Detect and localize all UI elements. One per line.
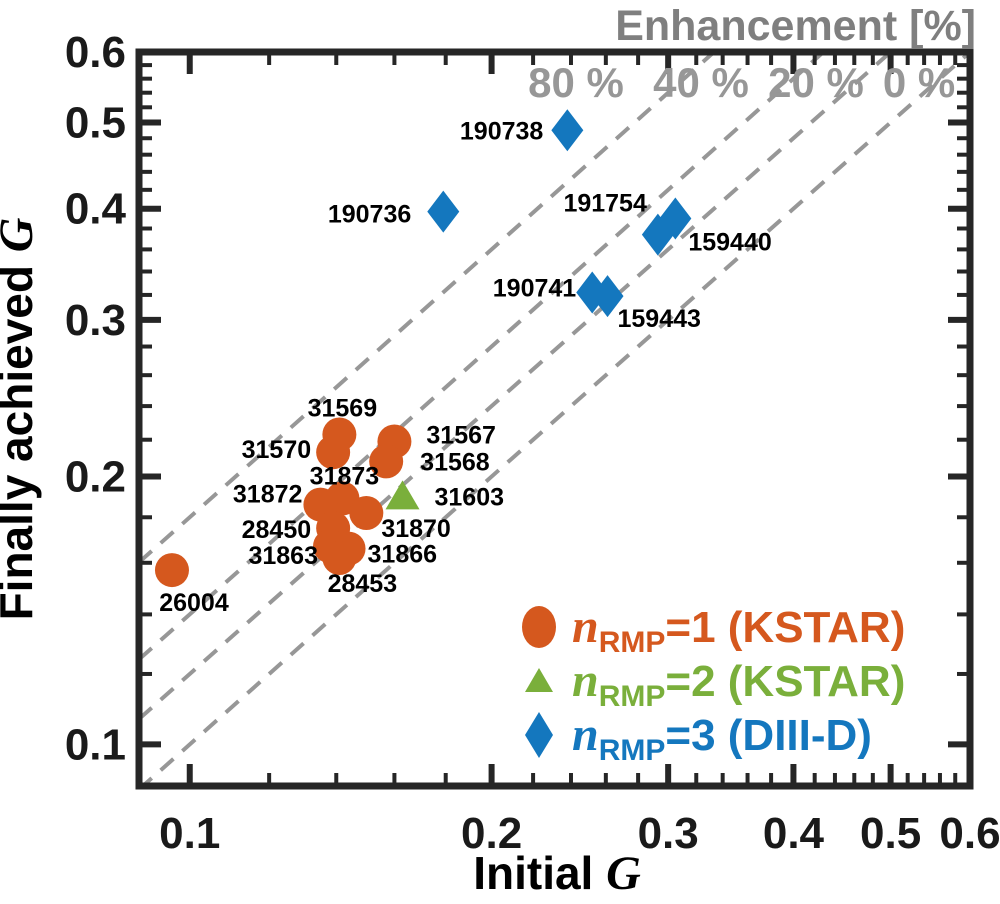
shot-label-31873: 31873 — [310, 462, 380, 490]
x-axis-title: Initial G — [473, 847, 641, 900]
x-tick-label-0.5: 0.5 — [860, 809, 921, 858]
data-point-26004 — [154, 553, 189, 588]
shot-label-190738: 190738 — [460, 117, 544, 145]
y-tick-label-0.1: 0.1 — [65, 720, 126, 769]
shot-label-31567: 31567 — [426, 421, 496, 449]
plot-border — [135, 48, 974, 790]
x-tick-label-0.2: 0.2 — [461, 809, 522, 858]
shot-label-28450: 28450 — [242, 516, 312, 544]
legend-marker-circle — [522, 606, 556, 648]
shot-label-190736: 190736 — [328, 201, 411, 229]
legend-marker-triangle — [525, 668, 553, 692]
shot-label-31570: 31570 — [242, 436, 312, 464]
shot-label-31863: 31863 — [248, 542, 318, 570]
data-point-31570 — [316, 435, 351, 470]
enhancement-line-40 — [139, 52, 827, 661]
enhancement-label-0: 0 % — [883, 59, 955, 106]
legend-label-nrmp2: nRMP=2 (KSTAR) — [572, 654, 905, 713]
data-point-190738 — [551, 109, 584, 152]
tick-labels: 0.1 0.2 0.3 0.4 0.5 0.6 0.1 0.2 0.3 0.4 0.5 0.6 — [65, 28, 1000, 858]
shot-label-191754: 191754 — [563, 190, 647, 218]
shot-label-159440: 159440 — [688, 228, 771, 256]
y-tick-label-0.2: 0.2 — [65, 453, 126, 502]
shot-label-31603: 31603 — [435, 483, 505, 511]
data-point-159440 — [659, 197, 692, 240]
legend-label-nrmp1: nRMP=1 (KSTAR) — [572, 600, 905, 659]
legend-label-nrmp3: nRMP=3 (DIII-D) — [572, 708, 872, 767]
shot-label-190741: 190741 — [493, 275, 577, 303]
x-tick-label-0.3: 0.3 — [638, 809, 699, 858]
shot-label-26004: 26004 — [159, 589, 229, 617]
shot-label-31568: 31568 — [420, 448, 490, 476]
enhancement-lines — [139, 52, 970, 786]
data-point-31603 — [385, 480, 420, 510]
shot-label-159443: 159443 — [618, 305, 701, 333]
y-tick-label-0.6: 0.6 — [65, 28, 126, 77]
enhancement-line-20 — [139, 52, 894, 721]
x-tick-label-0.1: 0.1 — [159, 809, 220, 858]
enhancement-label-80: 80 % — [528, 59, 624, 106]
shot-label-31870: 31870 — [381, 515, 451, 543]
x-tick-label-0.6: 0.6 — [939, 809, 1000, 858]
y-tick-label-0.3: 0.3 — [65, 296, 126, 345]
data-point-190736 — [427, 190, 460, 233]
enhancement-line-0 — [139, 52, 970, 786]
data-points — [154, 109, 692, 588]
enhancement-label-20: 20 % — [768, 59, 864, 106]
secondary-axis-title: Enhancement [%] — [615, 2, 976, 50]
data-point-28453 — [322, 540, 357, 575]
y-tick-label-0.4: 0.4 — [65, 185, 127, 234]
y-tick-label-0.5: 0.5 — [65, 98, 126, 147]
shot-label-28453: 28453 — [328, 570, 398, 598]
shot-label-31569: 31569 — [308, 394, 378, 422]
shot-label-31872: 31872 — [233, 481, 303, 509]
data-point-31870 — [349, 496, 384, 531]
y-axis-title: Finally achieved G — [0, 217, 43, 620]
enhancement-labels: 80 % 40 % 20 % 0 % — [528, 59, 955, 106]
enhancement-line-80 — [139, 52, 718, 564]
legend-marker-diamond — [525, 712, 553, 758]
shot-label-31866: 31866 — [368, 541, 438, 569]
data-point-159443 — [591, 275, 624, 318]
legend: nRMP=1 (KSTAR)nRMP=2 (KSTAR)nRMP=3 (DIII… — [522, 600, 905, 767]
data-point-31568 — [369, 444, 404, 479]
x-tick-label-0.4: 0.4 — [763, 809, 825, 858]
enhancement-label-40: 40 % — [653, 59, 749, 106]
